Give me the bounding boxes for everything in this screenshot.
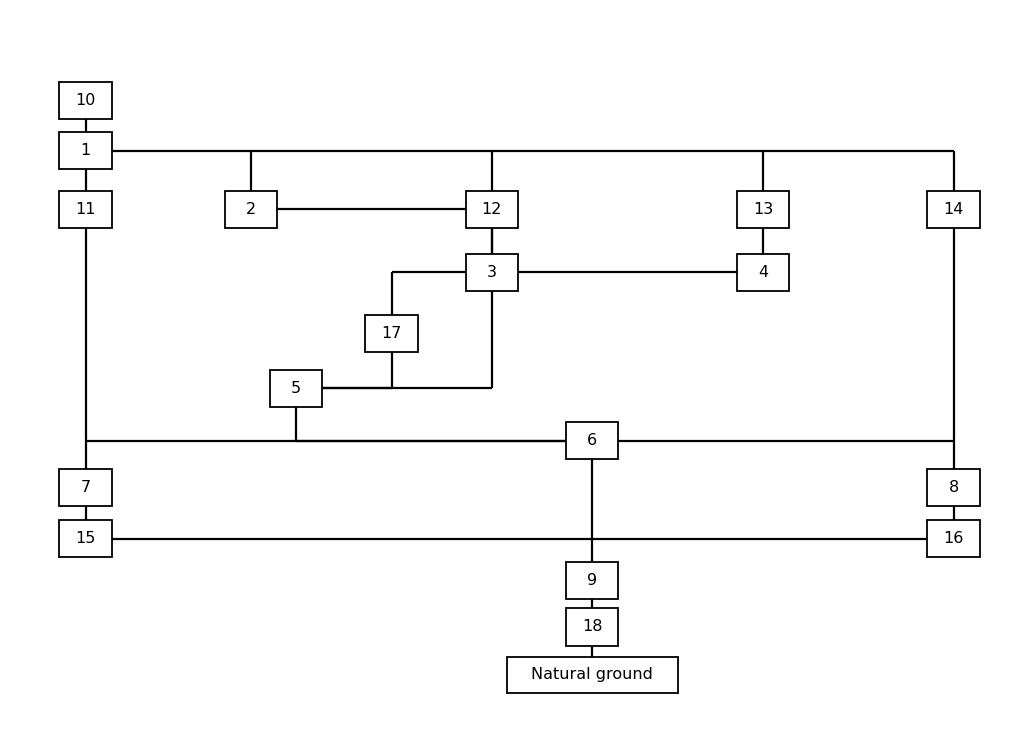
FancyBboxPatch shape: [366, 314, 418, 352]
Text: 5: 5: [291, 381, 301, 396]
FancyBboxPatch shape: [928, 191, 980, 228]
Text: 12: 12: [481, 202, 502, 217]
Text: 8: 8: [948, 480, 958, 495]
FancyBboxPatch shape: [566, 608, 618, 645]
FancyBboxPatch shape: [59, 469, 112, 506]
Text: 4: 4: [758, 265, 768, 280]
FancyBboxPatch shape: [466, 254, 518, 291]
Text: 11: 11: [75, 202, 96, 217]
Text: 13: 13: [753, 202, 773, 217]
FancyBboxPatch shape: [59, 520, 112, 558]
FancyBboxPatch shape: [59, 191, 112, 228]
Text: 17: 17: [381, 326, 401, 341]
Text: 3: 3: [487, 265, 497, 280]
Text: 9: 9: [587, 573, 597, 588]
FancyBboxPatch shape: [507, 657, 678, 693]
FancyBboxPatch shape: [59, 132, 112, 169]
Text: 1: 1: [80, 143, 91, 158]
Text: 10: 10: [76, 93, 95, 108]
FancyBboxPatch shape: [928, 520, 980, 558]
FancyBboxPatch shape: [737, 191, 788, 228]
Text: 2: 2: [246, 202, 256, 217]
Text: 16: 16: [943, 531, 964, 546]
FancyBboxPatch shape: [59, 82, 112, 119]
FancyBboxPatch shape: [566, 422, 618, 459]
FancyBboxPatch shape: [270, 370, 323, 407]
Text: 7: 7: [81, 480, 90, 495]
Text: 15: 15: [76, 531, 95, 546]
FancyBboxPatch shape: [928, 469, 980, 506]
Text: Natural ground: Natural ground: [531, 667, 653, 683]
FancyBboxPatch shape: [225, 191, 278, 228]
Text: 14: 14: [943, 202, 964, 217]
FancyBboxPatch shape: [566, 562, 618, 599]
Text: 18: 18: [582, 619, 602, 635]
FancyBboxPatch shape: [466, 191, 518, 228]
FancyBboxPatch shape: [737, 254, 788, 291]
Text: 6: 6: [587, 433, 597, 448]
